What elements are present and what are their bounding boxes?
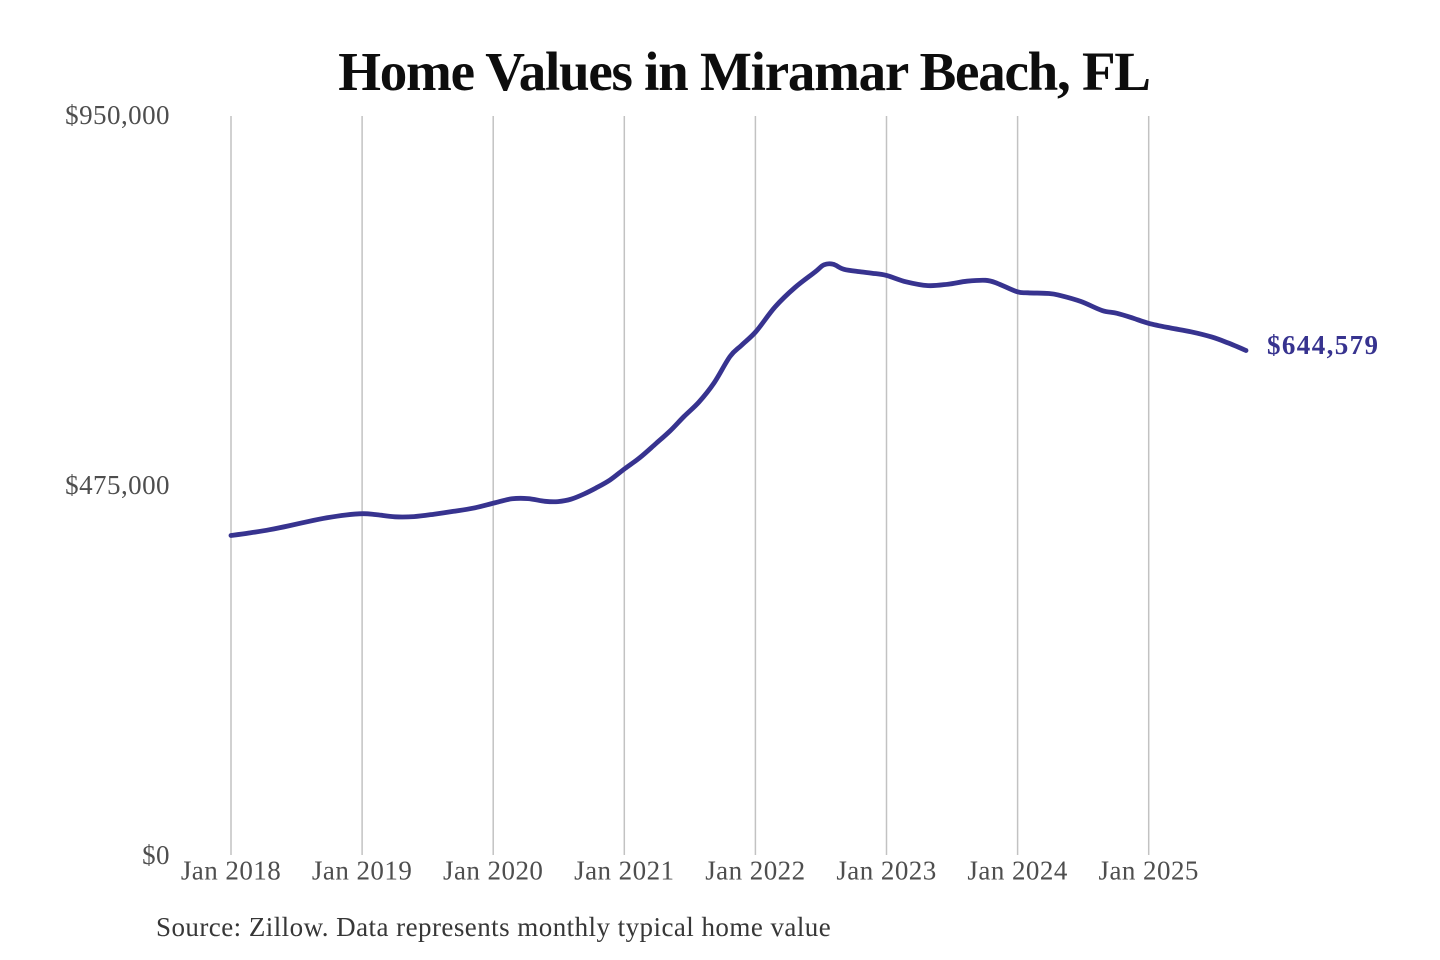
svg-text:$644,579: $644,579 (1267, 330, 1379, 360)
svg-text:Jan 2019: Jan 2019 (312, 856, 412, 886)
svg-text:Jan 2020: Jan 2020 (443, 856, 543, 886)
svg-text:Jan 2022: Jan 2022 (705, 856, 805, 886)
svg-text:Jan 2023: Jan 2023 (836, 856, 936, 886)
svg-text:Jan 2021: Jan 2021 (574, 856, 674, 886)
svg-text:Jan 2025: Jan 2025 (1099, 856, 1199, 886)
svg-text:Home Values in Miramar Beach,: Home Values in Miramar Beach, FL (338, 41, 1149, 102)
svg-text:Jan 2024: Jan 2024 (967, 856, 1067, 886)
svg-text:Source: Zillow. Data represent: Source: Zillow. Data represents monthly … (156, 912, 831, 942)
svg-text:Jan 2018: Jan 2018 (181, 856, 281, 886)
svg-text:$950,000: $950,000 (65, 100, 170, 130)
svg-text:$0: $0 (142, 840, 170, 870)
svg-text:$475,000: $475,000 (65, 470, 170, 500)
